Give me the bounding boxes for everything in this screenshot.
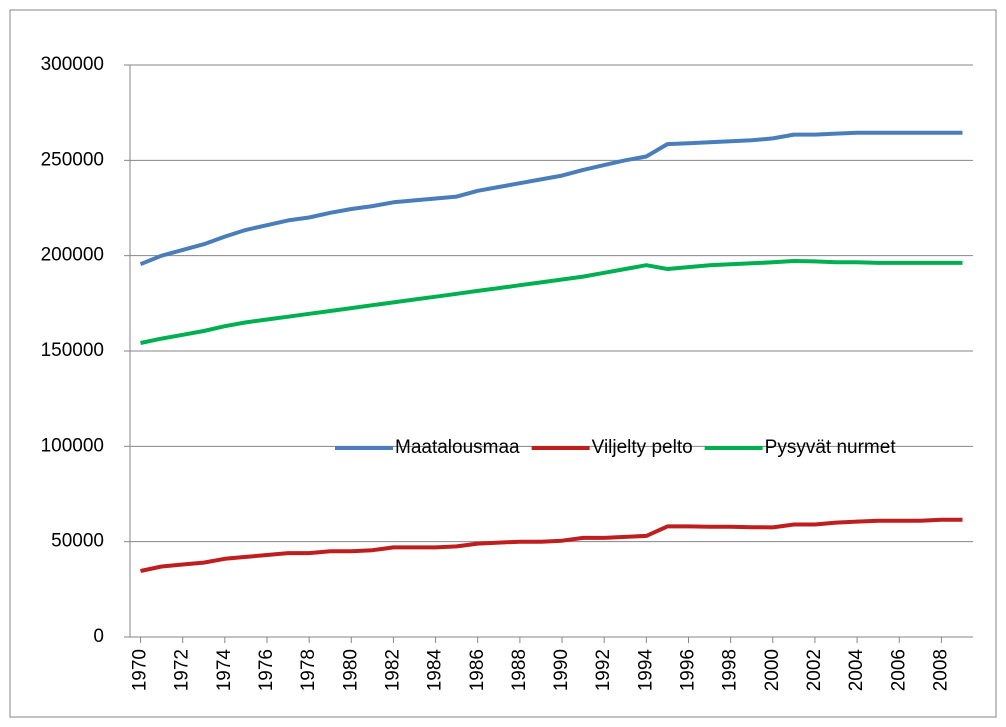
y-tick-label: 200000 bbox=[41, 245, 104, 266]
x-tick-label: 1988 bbox=[509, 649, 530, 691]
x-tick-label: 2002 bbox=[804, 649, 825, 691]
series-line bbox=[140, 517, 963, 573]
y-tick-label: 300000 bbox=[41, 54, 104, 75]
series-line bbox=[139, 130, 963, 267]
y-tick-label: 150000 bbox=[41, 340, 104, 361]
legend-label: Maatalousmaa bbox=[395, 437, 520, 458]
x-tick-label: 1986 bbox=[467, 649, 488, 691]
x-tick-label: 1978 bbox=[298, 649, 319, 691]
y-tick-label: 250000 bbox=[41, 149, 104, 170]
x-tick-label: 1998 bbox=[720, 649, 741, 691]
x-tick-label: 1972 bbox=[172, 649, 193, 691]
x-tick-label: 2000 bbox=[762, 649, 783, 691]
x-tick-label: 2008 bbox=[930, 649, 951, 691]
series-line bbox=[140, 259, 963, 345]
x-tick-label: 1996 bbox=[678, 649, 699, 691]
x-tick-label: 1994 bbox=[635, 649, 656, 692]
x-tick-label: 1982 bbox=[382, 649, 403, 691]
x-tick-label: 2004 bbox=[846, 649, 867, 692]
x-tick-label: 1976 bbox=[256, 649, 277, 691]
x-tick-label: 1984 bbox=[425, 649, 446, 692]
chart-border bbox=[9, 9, 997, 718]
x-tick-label: 1974 bbox=[214, 649, 235, 692]
x-tick-label: 1970 bbox=[130, 649, 151, 691]
y-tick-label: 100000 bbox=[41, 435, 104, 456]
y-tick-label: 0 bbox=[93, 626, 104, 647]
x-tick-label: 2006 bbox=[888, 649, 909, 691]
x-tick-label: 1980 bbox=[340, 649, 361, 691]
x-tick-label: 1990 bbox=[551, 649, 572, 691]
legend-label: Viljelty pelto bbox=[592, 437, 693, 458]
legend-label: Pysyvät nurmet bbox=[765, 437, 897, 458]
y-tick-label: 50000 bbox=[51, 531, 104, 552]
x-tick-label: 1992 bbox=[593, 649, 614, 691]
